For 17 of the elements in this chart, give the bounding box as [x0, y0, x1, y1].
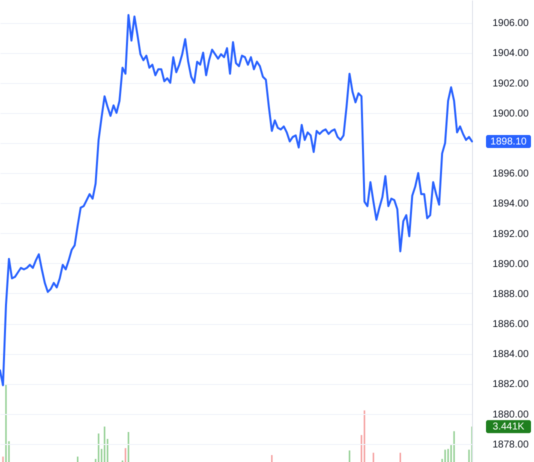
- y-tick-label: 1892.00: [492, 228, 530, 240]
- y-tick-label: 1888.00: [492, 288, 530, 300]
- y-tick-label: 1906.00: [492, 18, 530, 30]
- y-tick-label: 1896.00: [492, 168, 530, 180]
- y-tick-label: 1890.00: [492, 258, 530, 270]
- y-tick-label: 1882.00: [492, 379, 530, 390]
- y-tick-label: 1902.00: [492, 78, 530, 90]
- line-series: [0, 14, 473, 386]
- data-label: 1898.10: [490, 136, 528, 148]
- y-tick-label: 1884.00: [492, 349, 530, 360]
- y-tick-label: 1900.00: [492, 108, 530, 120]
- y-tick-label: 1904.00: [492, 48, 530, 60]
- y-tick-label: 1878.00: [492, 439, 530, 450]
- y-tick-label: 1894.00: [492, 198, 530, 210]
- text: 3.441K: [492, 422, 525, 433]
- y-tick-label: 1886.00: [492, 319, 530, 330]
- y-tick-label: 1880.00: [492, 409, 530, 420]
